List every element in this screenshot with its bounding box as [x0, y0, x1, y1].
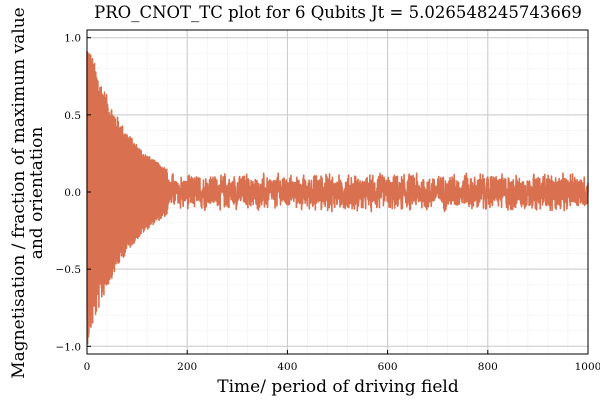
y-tick-label: 1.0	[64, 33, 81, 45]
series-group	[86, 51, 589, 345]
y-tick-label: −1.0	[56, 341, 82, 353]
x-tick-label: 1000	[575, 361, 600, 373]
y-tick-label: 0.5	[64, 110, 81, 122]
x-tick-label: 400	[277, 361, 297, 373]
x-tick-label: 600	[378, 361, 398, 373]
y-axis-label-group: Magnetisation / fraction of maximum valu…	[9, 7, 47, 378]
x-tick-label: 800	[478, 361, 498, 373]
chart-title: PRO_CNOT_TC plot for 6 Qubits Jt = 5.026…	[94, 3, 582, 22]
x-axis-label: Time/ period of driving field	[217, 377, 459, 397]
x-tick-label: 0	[84, 361, 91, 373]
y-axis-label-line-2: and orientation	[27, 127, 47, 260]
x-ticks: 0 200 400 600 800 1000	[84, 350, 600, 373]
y-tick-label: 0.0	[64, 187, 81, 199]
series-line	[86, 51, 589, 345]
x-tick-label: 200	[177, 361, 197, 373]
y-axis-label-line-1: Magnetisation / fraction of maximum valu…	[9, 7, 29, 378]
y-ticks: −1.0 −0.5 0.0 0.5 1.0	[56, 33, 91, 353]
y-tick-label: −0.5	[56, 264, 82, 276]
